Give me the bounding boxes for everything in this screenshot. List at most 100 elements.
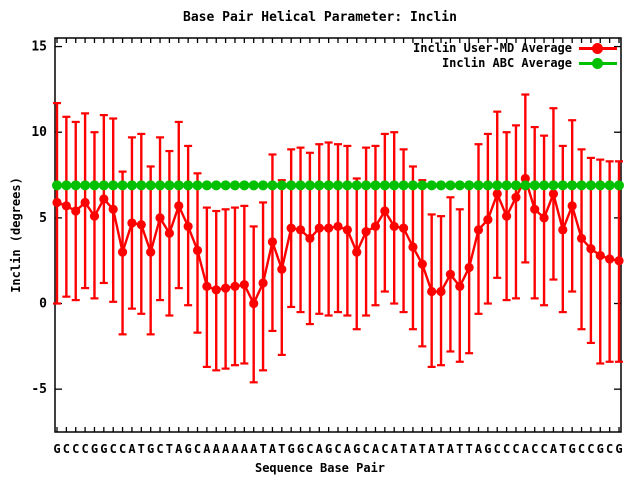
abc-point (229, 180, 240, 191)
user-md-point (408, 242, 418, 252)
sequence-letter: A (203, 442, 211, 456)
sequence-letter: A (241, 442, 249, 456)
sequence-letter: T (419, 442, 426, 456)
abc-point (220, 180, 231, 191)
legend-row-user-md: Inclin User-MD Average (413, 41, 617, 56)
abc-point (454, 180, 465, 191)
user-md-point (277, 264, 287, 274)
y-tick-label: 5 (39, 211, 47, 226)
sequence-letter: A (550, 442, 558, 456)
abc-point (314, 180, 325, 191)
abc-point (604, 180, 615, 191)
sequence-letter: A (231, 442, 239, 456)
sequence-letter: A (250, 442, 258, 456)
abc-point (239, 180, 250, 191)
abc-point (501, 180, 512, 191)
user-md-point (146, 247, 156, 257)
sequence-letter: A (475, 442, 483, 456)
sequence-letter: T (466, 442, 473, 456)
sequence-letter: T (278, 442, 285, 456)
sequence-letter: T (138, 442, 145, 456)
sequence-letter: G (185, 442, 192, 456)
abc-point (117, 180, 128, 191)
chart-title: Base Pair Helical Parameter: Inclin (183, 10, 457, 25)
user-md-point (614, 256, 624, 266)
user-md-point (117, 247, 128, 257)
sequence-letter: C (503, 442, 510, 456)
sequence-letter: A (522, 442, 530, 456)
user-md-point (370, 221, 381, 232)
sequence-letter: A (391, 442, 399, 456)
abc-point (52, 180, 62, 191)
sequence-letter: A (409, 442, 417, 456)
user-md-point (239, 280, 249, 290)
user-md-point (192, 245, 203, 256)
abc-point (145, 180, 156, 191)
abc-point (482, 180, 493, 191)
sequence-letter: G (297, 442, 304, 456)
abc-point (417, 180, 428, 191)
user-md-point (567, 201, 577, 211)
user-md-point (502, 211, 512, 221)
abc-point (276, 180, 287, 191)
legend-label-user-md: Inclin User-MD Average (413, 41, 572, 55)
abc-point (258, 180, 269, 191)
sequence-letter: T (400, 442, 407, 456)
abc-point (248, 180, 259, 191)
user-md-point (295, 225, 306, 235)
sequence-letter: C (606, 442, 613, 456)
sequence-letter: G (353, 442, 360, 456)
abc-point (473, 180, 484, 191)
user-md-point (127, 218, 137, 228)
sequence-letter: G (100, 442, 107, 456)
abc-point (323, 180, 334, 191)
abc-points (52, 180, 624, 191)
sequence-letter: G (569, 442, 576, 456)
user-md-point (155, 213, 165, 223)
user-md-point (108, 204, 118, 214)
abc-point (614, 180, 624, 191)
user-md-point (136, 220, 146, 230)
abc-point (192, 180, 203, 191)
user-md-point (492, 189, 502, 199)
user-md-point (249, 298, 259, 309)
abc-point (510, 180, 521, 191)
abc-point (136, 180, 147, 191)
sequence-letter: C (306, 442, 313, 456)
user-md-point (352, 247, 362, 257)
user-md-point (164, 228, 174, 238)
user-md-point (258, 278, 268, 288)
user-md-point (324, 223, 334, 233)
abc-point (436, 180, 447, 191)
sequence-letter: C (578, 442, 585, 456)
abc-point (70, 180, 81, 191)
abc-point (126, 180, 137, 191)
user-md-point (576, 233, 587, 244)
x-axis-label: Sequence Base Pair (254, 461, 386, 475)
user-md-point (511, 192, 521, 202)
abc-point (370, 180, 381, 191)
user-md-point (342, 225, 352, 235)
abc-point (80, 180, 91, 191)
abc-point (529, 180, 540, 191)
abc-point (557, 180, 568, 191)
sequence-letter: C (194, 442, 201, 456)
sequence-letter: A (222, 442, 230, 456)
abc-point (539, 180, 550, 191)
abc-point (595, 180, 606, 191)
sequence-letter: A (372, 442, 380, 456)
sequence-letter: C (81, 442, 88, 456)
user-md-point (99, 194, 109, 204)
sequence-letter: G (91, 442, 98, 456)
user-md-point (314, 223, 324, 233)
sequence-letter: A (316, 442, 324, 456)
sequence-letter: C (587, 442, 594, 456)
abc-point (492, 180, 503, 191)
abc-point (286, 180, 297, 191)
user-md-point (436, 286, 446, 297)
user-md-point (520, 173, 530, 184)
abc-point (389, 180, 400, 191)
abc-point (61, 180, 72, 191)
